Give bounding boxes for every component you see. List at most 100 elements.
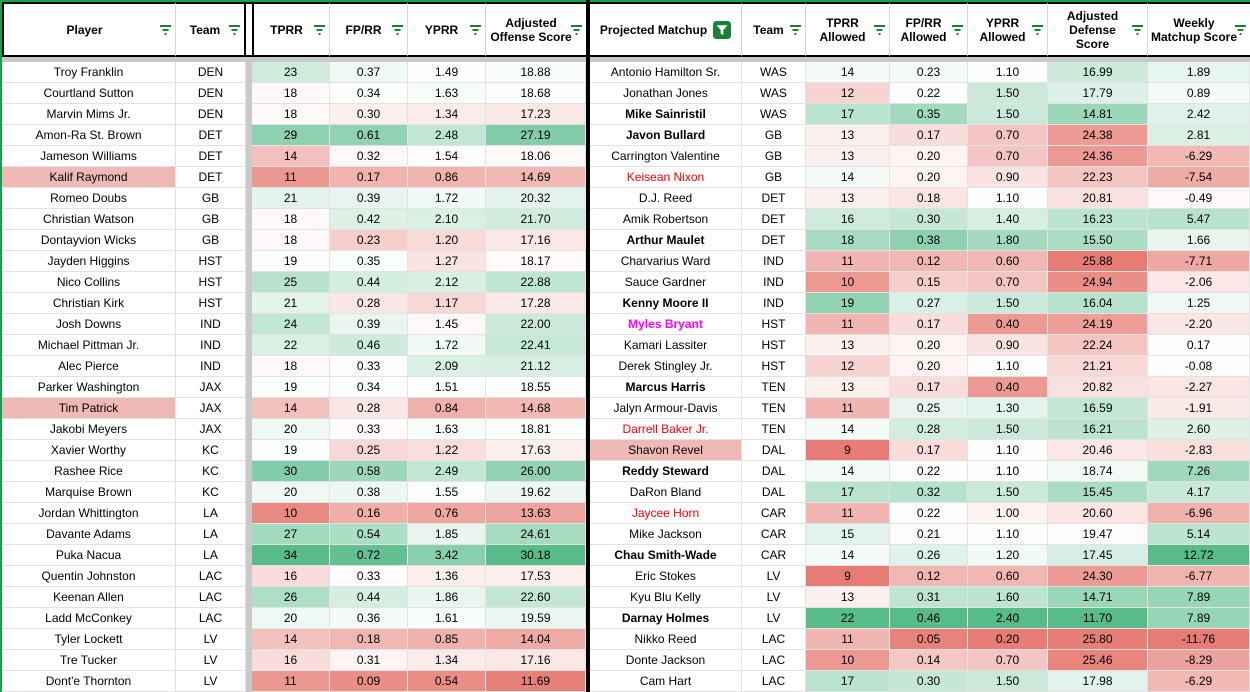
- team-cell[interactable]: LA: [176, 503, 246, 524]
- yprr-cell[interactable]: 2.48: [408, 125, 486, 146]
- matchup-player-cell[interactable]: Antonio Hamilton Sr.: [590, 62, 742, 83]
- tprr-cell[interactable]: 34: [252, 545, 330, 566]
- player-cell[interactable]: Christian Watson: [2, 209, 176, 230]
- weekly-score-cell[interactable]: 2.60: [1148, 419, 1250, 440]
- fprr-cell[interactable]: 0.72: [330, 545, 408, 566]
- filter-icon[interactable]: [789, 24, 802, 35]
- team-cell[interactable]: IND: [742, 272, 806, 293]
- team-cell[interactable]: LA: [176, 545, 246, 566]
- offense-score-cell[interactable]: 18.17: [486, 251, 586, 272]
- matchup-player-cell[interactable]: Eric Stokes: [590, 566, 742, 587]
- yprr-cell[interactable]: 1.85: [408, 524, 486, 545]
- offense-score-cell[interactable]: 17.63: [486, 440, 586, 461]
- team-cell[interactable]: LA: [176, 524, 246, 545]
- defense-score-cell[interactable]: 24.94: [1048, 272, 1148, 293]
- weekly-score-cell[interactable]: -2.06: [1148, 272, 1250, 293]
- weekly-score-cell[interactable]: -6.77: [1148, 566, 1250, 587]
- fprr-cell[interactable]: 0.17: [330, 167, 408, 188]
- fprr-allowed-cell[interactable]: 0.25: [890, 398, 968, 419]
- filter-icon[interactable]: [570, 24, 583, 35]
- yprr-cell[interactable]: 1.45: [408, 314, 486, 335]
- filter-icon[interactable]: [1234, 24, 1247, 35]
- tprr-allowed-cell[interactable]: 14: [806, 62, 890, 83]
- player-cell[interactable]: Romeo Doubs: [2, 188, 176, 209]
- yprr-allowed-cell[interactable]: 1.50: [968, 83, 1048, 104]
- team-cell[interactable]: GB: [176, 209, 246, 230]
- yprr-allowed-cell[interactable]: 1.50: [968, 482, 1048, 503]
- defense-score-cell[interactable]: 20.81: [1048, 188, 1148, 209]
- player-cell[interactable]: Jameson Williams: [2, 146, 176, 167]
- offense-score-cell[interactable]: 26.00: [486, 461, 586, 482]
- offense-score-cell[interactable]: 27.19: [486, 125, 586, 146]
- team-cell[interactable]: DET: [176, 146, 246, 167]
- weekly-score-cell[interactable]: 7.26: [1148, 461, 1250, 482]
- yprr-allowed-cell[interactable]: 0.70: [968, 146, 1048, 167]
- fprr-cell[interactable]: 0.44: [330, 587, 408, 608]
- offense-score-cell[interactable]: 17.23: [486, 104, 586, 125]
- player-cell[interactable]: Xavier Worthy: [2, 440, 176, 461]
- yprr-cell[interactable]: 1.86: [408, 587, 486, 608]
- yprr-cell[interactable]: 1.63: [408, 83, 486, 104]
- matchup-player-cell[interactable]: Kyu Blu Kelly: [590, 587, 742, 608]
- yprr-allowed-cell[interactable]: 1.10: [968, 356, 1048, 377]
- player-cell[interactable]: Courtland Sutton: [2, 83, 176, 104]
- player-cell[interactable]: Keenan Allen: [2, 587, 176, 608]
- offense-score-cell[interactable]: 24.61: [486, 524, 586, 545]
- defense-score-cell[interactable]: 22.23: [1048, 167, 1148, 188]
- defense-score-cell[interactable]: 15.50: [1048, 230, 1148, 251]
- tprr-cell[interactable]: 24: [252, 314, 330, 335]
- player-cell[interactable]: Tyler Lockett: [2, 629, 176, 650]
- weekly-score-cell[interactable]: -7.71: [1148, 251, 1250, 272]
- team-cell[interactable]: LAC: [176, 587, 246, 608]
- tprr-allowed-cell[interactable]: 13: [806, 125, 890, 146]
- offense-score-cell[interactable]: 14.04: [486, 629, 586, 650]
- player-cell[interactable]: Michael Pittman Jr.: [2, 335, 176, 356]
- matchup-player-cell[interactable]: Javon Bullard: [590, 125, 742, 146]
- team-cell[interactable]: LAC: [176, 566, 246, 587]
- fprr-cell[interactable]: 0.34: [330, 83, 408, 104]
- player-cell[interactable]: Christian Kirk: [2, 293, 176, 314]
- player-cell[interactable]: Kalif Raymond: [2, 167, 176, 188]
- tprr-cell[interactable]: 18: [252, 209, 330, 230]
- weekly-score-cell[interactable]: -6.96: [1148, 503, 1250, 524]
- matchup-player-cell[interactable]: Jonathan Jones: [590, 83, 742, 104]
- team-cell[interactable]: GB: [742, 125, 806, 146]
- defense-score-cell[interactable]: 19.47: [1048, 524, 1148, 545]
- team-cell[interactable]: JAX: [176, 419, 246, 440]
- team-cell[interactable]: TEN: [742, 377, 806, 398]
- yprr-cell[interactable]: 0.54: [408, 671, 486, 692]
- yprr-cell[interactable]: 0.86: [408, 167, 486, 188]
- fprr-cell[interactable]: 0.33: [330, 566, 408, 587]
- offense-score-cell[interactable]: 14.69: [486, 167, 586, 188]
- fprr-allowed-cell[interactable]: 0.32: [890, 482, 968, 503]
- matchup-player-cell[interactable]: Derek Stingley Jr.: [590, 356, 742, 377]
- defense-score-cell[interactable]: 25.46: [1048, 650, 1148, 671]
- player-cell[interactable]: Jakobi Meyers: [2, 419, 176, 440]
- yprr-allowed-cell[interactable]: 0.20: [968, 629, 1048, 650]
- defense-score-cell[interactable]: 24.30: [1048, 566, 1148, 587]
- weekly-score-cell[interactable]: -6.29: [1148, 146, 1250, 167]
- team-cell[interactable]: IND: [742, 293, 806, 314]
- weekly-score-cell[interactable]: 4.17: [1148, 482, 1250, 503]
- team-cell[interactable]: DAL: [742, 461, 806, 482]
- fprr-allowed-cell[interactable]: 0.12: [890, 566, 968, 587]
- yprr-cell[interactable]: 1.20: [408, 230, 486, 251]
- tprr-cell[interactable]: 21: [252, 188, 330, 209]
- yprr-cell[interactable]: 2.49: [408, 461, 486, 482]
- team-cell[interactable]: WAS: [742, 83, 806, 104]
- tprr-cell[interactable]: 18: [252, 104, 330, 125]
- defense-score-cell[interactable]: 16.23: [1048, 209, 1148, 230]
- player-cell[interactable]: Davante Adams: [2, 524, 176, 545]
- matchup-player-cell[interactable]: Darnay Holmes: [590, 608, 742, 629]
- team-cell[interactable]: CAR: [742, 545, 806, 566]
- team-cell[interactable]: LV: [742, 566, 806, 587]
- filter-icon[interactable]: [1031, 24, 1044, 35]
- team-cell[interactable]: DEN: [176, 83, 246, 104]
- filter-icon[interactable]: [1131, 24, 1144, 35]
- fprr-cell[interactable]: 0.16: [330, 503, 408, 524]
- fprr-cell[interactable]: 0.28: [330, 293, 408, 314]
- team-cell[interactable]: DET: [176, 125, 246, 146]
- offense-score-cell[interactable]: 18.88: [486, 62, 586, 83]
- yprr-cell[interactable]: 0.85: [408, 629, 486, 650]
- tprr-allowed-cell[interactable]: 13: [806, 188, 890, 209]
